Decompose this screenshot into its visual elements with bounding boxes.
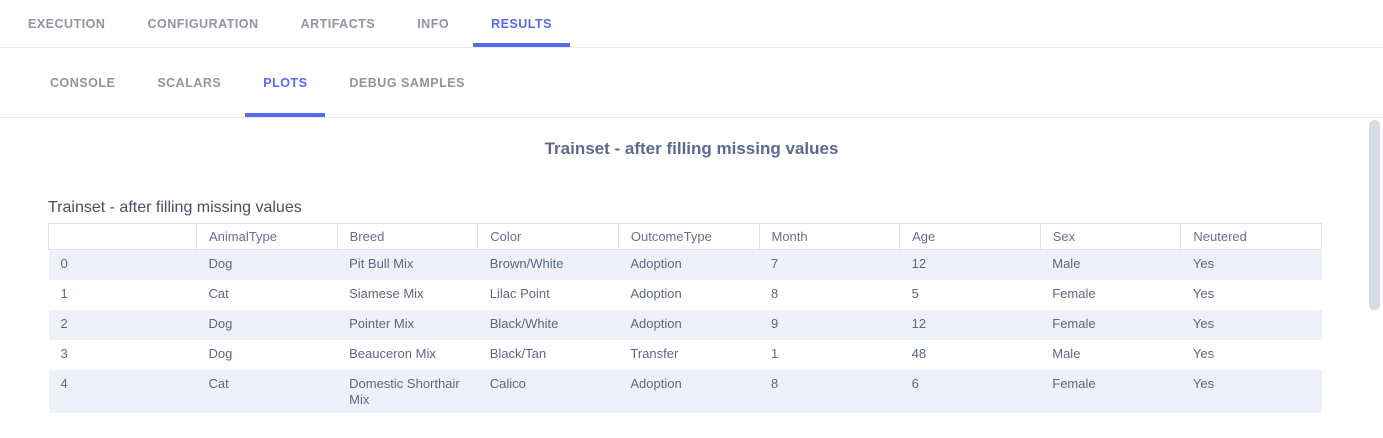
column-header: Color [477,223,619,250]
table-cell: Yes [1192,345,1215,361]
plot-table: AnimalType Breed Color OutcomeType Month Age S… [48,223,1322,413]
table-cell: 48 [911,345,927,361]
table-cell: Black/White [489,315,559,331]
table-cell: Dog [208,345,233,361]
table-cell: 6 [911,375,919,391]
tab-label: RESULTS [491,16,552,31]
column-header: Month [758,223,901,250]
column-header: AnimalType [196,223,338,250]
vertical-scrollbar-thumb[interactable] [1369,120,1380,310]
table-cell: Adoption [630,256,682,271]
subtab-plots[interactable]: PLOTS [242,48,328,117]
tab-label: SCALARS [157,75,222,90]
subtab-console[interactable]: CONSOLE [29,48,136,117]
tab-label: PLOTS [263,75,308,90]
table-cell: 8 [771,375,779,391]
table-cell: Pointer Mix [349,315,415,331]
table-cell: Male [1052,256,1081,271]
table-cell: Black/Tan [489,345,547,361]
plots-panel: Trainset - after filling missing values … [0,118,1383,438]
table-cell: Dog [208,256,233,271]
table-cell: Female [1052,315,1096,331]
column-header: OutcomeType [617,223,760,250]
table-row: 1 Cat Siamese Mix Lilac Point Adoption 8 5 Fema… [49,280,1322,310]
table-cell: Transfer [630,345,679,361]
table-cell: 9 [771,315,779,331]
active-tab-indicator [245,113,326,117]
table-cell: Adoption [630,315,682,331]
table-row: 4 Cat Domestic Shorthair Mix Calico Adoption… [48,369,1322,413]
table-cell: Female [1052,285,1096,301]
column-header: Breed [336,223,479,250]
tab-configuration[interactable]: CONFIGURATION [126,0,279,47]
table-cell: 4 [60,375,68,391]
column-header: Neutered [1180,223,1322,250]
subtab-scalars[interactable]: SCALARS [136,48,242,117]
table-cell: 1 [771,345,779,361]
table-cell: 12 [911,315,927,331]
column-header: Age [899,223,1041,250]
tab-label: ARTIFACTS [300,16,376,31]
table-row: 3 Dog Beauceron Mix Black/Tan Transfer 1 48 Mal… [49,340,1322,370]
column-header: Sex [1039,223,1182,250]
table-cell: 7 [771,256,779,271]
table-header-row: AnimalType Breed Color OutcomeType Month Age S… [48,223,1322,250]
table-cell: Cat [208,375,229,391]
tab-label: CONFIGURATION [147,16,259,31]
tab-execution[interactable]: EXECUTION [7,0,126,47]
table-cell: 3 [60,345,68,361]
table-cell: Calico [489,375,526,391]
table-cell: 5 [911,285,919,301]
table-cell: Cat [208,285,229,301]
tab-label: INFO [417,16,450,31]
table-row: 0 Dog Pit Bull Mix Brown/White Adoption 7 12 Ma… [48,249,1322,280]
table-cell: 1 [60,285,68,301]
tab-artifacts[interactable]: ARTIFACTS [280,0,397,47]
plot-title: Trainset - after filling missing values [544,139,839,158]
table-cell: Yes [1192,375,1215,391]
table-body: 0 Dog Pit Bull Mix Brown/White Adoption 7 12 Ma… [48,249,1322,413]
table-cell: Domestic Shorthair Mix [349,375,460,407]
table-cell: Adoption [630,375,682,391]
table-cell: Dog [208,315,233,331]
table-caption: Trainset - after filling missing values [48,199,302,216]
table-cell: Female [1052,375,1096,391]
sub-tab-bar: CONSOLE SCALARS PLOTS DEBUG SAMPLES [0,48,1383,118]
column-header [48,223,197,250]
table-cell: 0 [60,256,68,271]
main-tab-bar: EXECUTION CONFIGURATION ARTIFACTS INFO RESUL… [0,0,1383,48]
table-cell: Yes [1192,315,1215,331]
table-cell: Lilac Point [489,285,550,301]
table-cell: Adoption [630,285,682,301]
table-cell: 12 [911,256,927,271]
tab-label: CONSOLE [50,75,116,90]
table-cell: Yes [1192,285,1215,301]
table-cell: Beauceron Mix [349,345,436,361]
tab-info[interactable]: INFO [396,0,470,47]
table-cell: Yes [1192,256,1215,271]
table-cell: Siamese Mix [349,285,424,301]
subtab-debug-samples[interactable]: DEBUG SAMPLES [328,48,486,117]
tab-results[interactable]: RESULTS [470,0,573,47]
table-cell: Male [1052,345,1081,361]
active-tab-indicator [473,43,570,47]
table-cell: 2 [60,315,68,331]
table-row: 2 Dog Pointer Mix Black/White Adoption 9 12 Fem… [48,309,1322,340]
table-cell: 8 [771,285,779,301]
tab-label: EXECUTION [28,16,106,31]
table-cell: Pit Bull Mix [349,256,414,271]
tab-label: DEBUG SAMPLES [349,75,465,90]
table-cell: Brown/White [489,256,564,271]
